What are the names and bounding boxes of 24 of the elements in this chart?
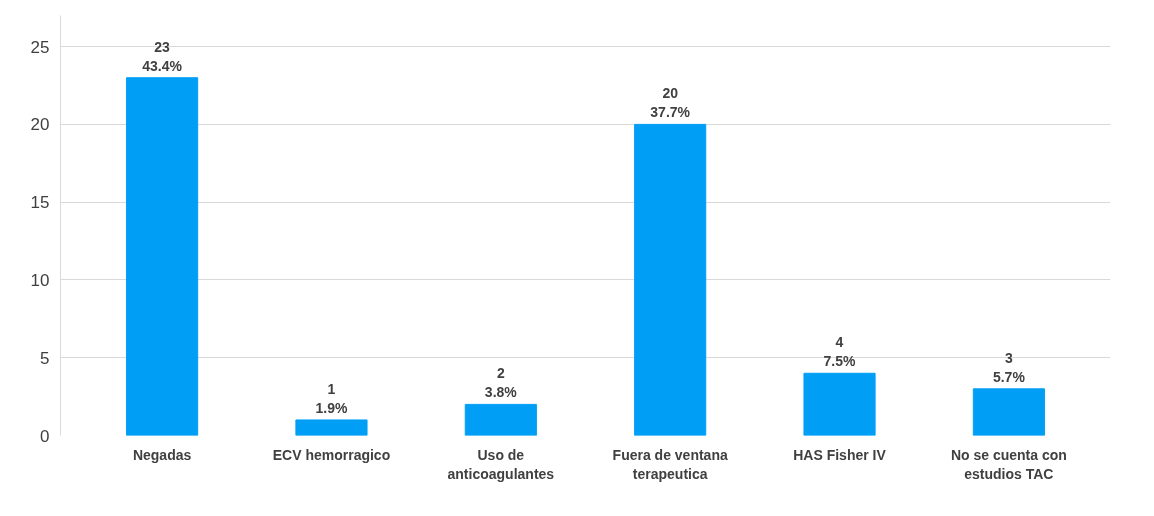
data-label: 23 43.4% (142, 38, 183, 74)
x-tick-label: No se cuenta con estudios TAC (950, 446, 1067, 482)
y-tick-label: 20 (30, 115, 50, 135)
x-tick-label: ECV hemorragico (272, 446, 391, 463)
x-tick-label: Negadas (132, 446, 192, 463)
y-tick-label: 0 (40, 426, 50, 446)
bar (972, 388, 1045, 436)
data-label: 4 7.5% (823, 334, 857, 370)
data-label: 1 1.9% (315, 380, 348, 416)
data-label: 2 3.8% (484, 365, 518, 401)
data-label: 20 37.7% (650, 85, 691, 121)
bar (464, 403, 537, 436)
y-tick-label: 15 (30, 193, 50, 213)
x-tick-label: HAS Fisher IV (793, 446, 887, 463)
y-tick-label: 25 (30, 37, 50, 57)
bar (803, 372, 876, 436)
y-tick-label: 5 (40, 348, 50, 368)
y-tick-label: 10 (30, 270, 50, 290)
bar (634, 123, 707, 436)
x-tick-label: Fuera de ventana terapeutica (612, 446, 728, 482)
bar (126, 77, 199, 436)
bar (295, 419, 368, 436)
x-tick-label: Uso de anticoagulantes (447, 446, 555, 482)
data-label: 3 5.7% (992, 349, 1026, 385)
